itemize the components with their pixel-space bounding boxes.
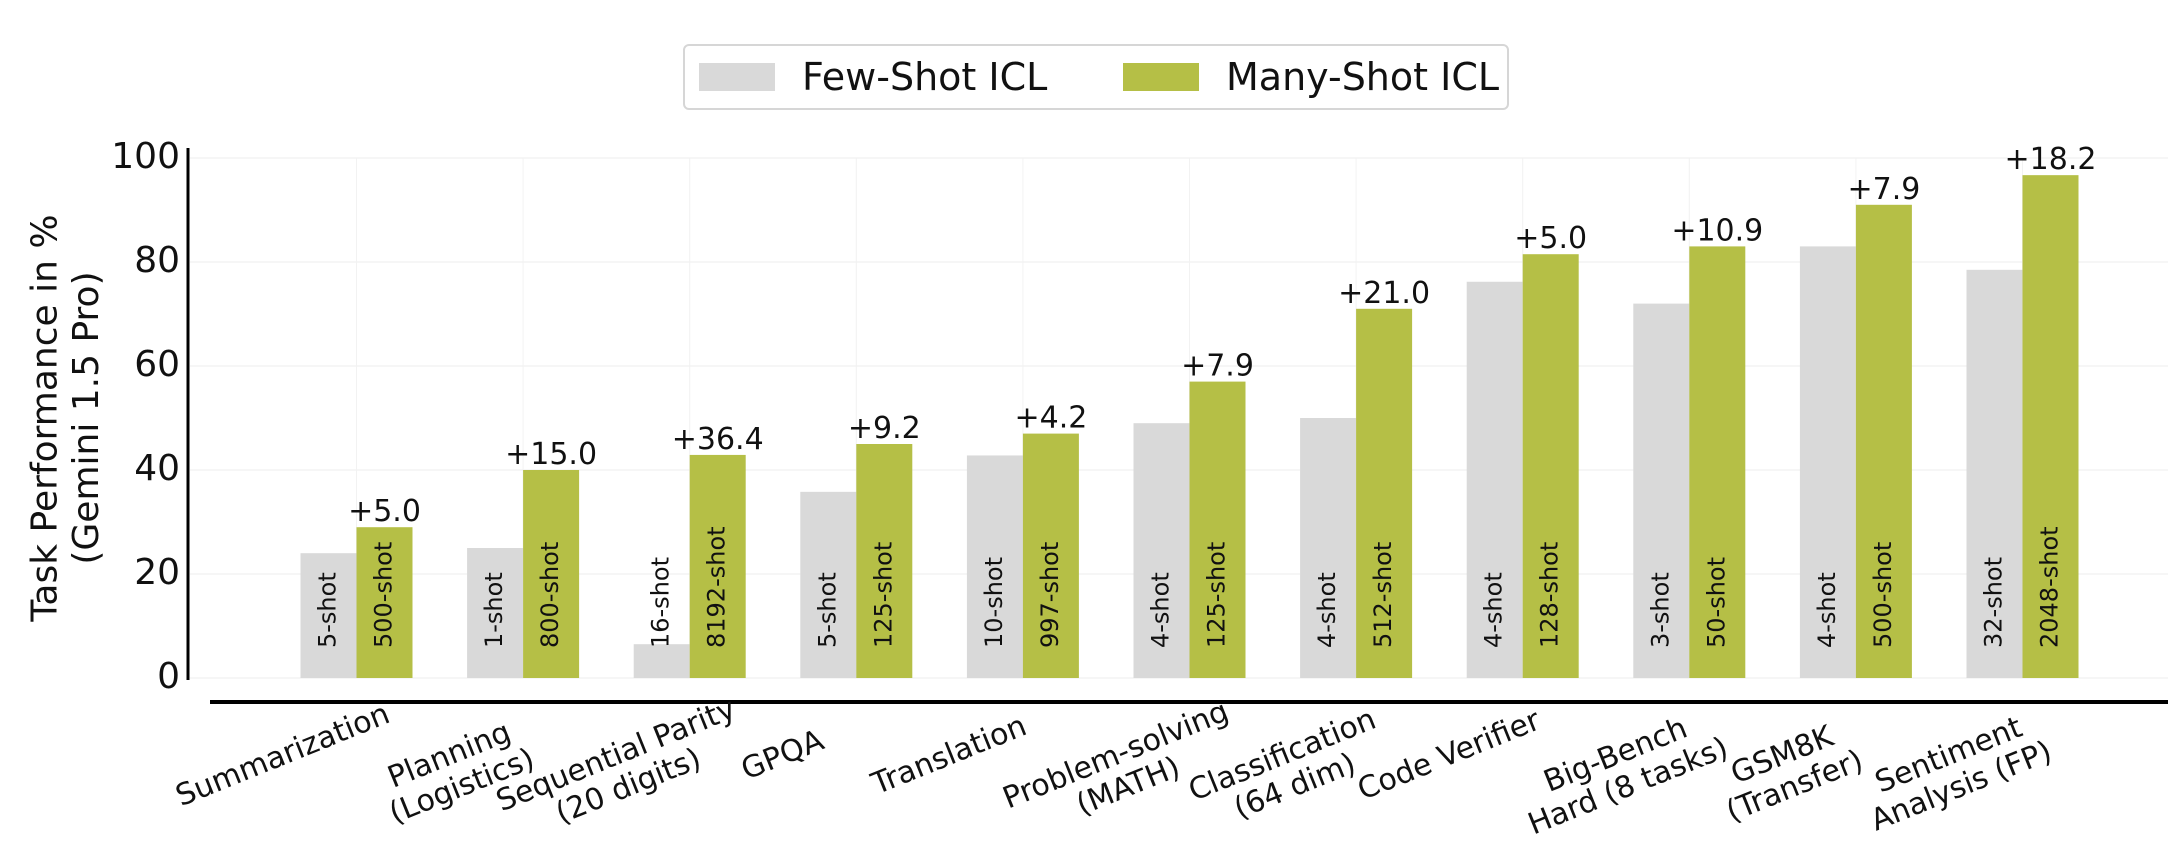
bar-many-shot (356, 527, 413, 678)
bar-group: 5-shot 500-shot +5.0 1-shot 800-shot +15.0 16-… (300, 142, 2097, 679)
legend-label-few-shot: Few-Shot ICL (802, 55, 1048, 99)
shot-label: 4-shot (1480, 572, 1508, 648)
shot-label: 800-shot (536, 542, 564, 648)
shot-label: 4-shot (1813, 572, 1841, 648)
x-tick-label: SentimentAnalysis (FP) (1853, 703, 2057, 838)
x-tick-label: Code Verifier (1353, 702, 1546, 807)
shot-label: 3-shot (1646, 572, 1674, 648)
bar-many-shot (1522, 254, 1579, 678)
shot-label: 16-shot (647, 557, 675, 648)
shot-label: 997-shot (1036, 542, 1064, 648)
shot-label: 50-shot (1702, 557, 1730, 648)
shot-label: 4-shot (1147, 572, 1175, 648)
delta-annotation: +18.2 (2005, 142, 2097, 177)
shot-label: 125-shot (869, 542, 897, 648)
y-axis-title: Task Performance in %(Gemini 1.5 Pro) (24, 214, 106, 622)
bar-many-shot (856, 444, 913, 678)
delta-annotation: +21.0 (1338, 276, 1430, 311)
shot-label: 4-shot (1313, 572, 1341, 648)
shot-label: 32-shot (1980, 557, 2008, 648)
shot-label: 128-shot (1536, 542, 1564, 648)
delta-annotation: +9.2 (848, 411, 921, 446)
bar-many-shot (1356, 308, 1413, 678)
shot-label: 1-shot (480, 572, 508, 648)
shot-label: 500-shot (1869, 542, 1897, 648)
bar-few-shot (300, 553, 357, 678)
y-tick-label: 100 (111, 136, 180, 177)
shot-label: 512-shot (1369, 542, 1397, 648)
delta-annotation: +36.4 (672, 422, 764, 457)
bar-many-shot (1189, 381, 1246, 678)
delta-annotation: +10.9 (1671, 213, 1763, 248)
legend-item-many-shot: Many-Shot ICL (1123, 46, 1499, 108)
bar-few-shot (966, 455, 1023, 678)
shot-label: 2048-shot (2036, 526, 2064, 648)
legend: Few-Shot ICL Many-Shot ICL (683, 44, 1509, 110)
y-tick-label: 20 (134, 552, 180, 593)
delta-annotation: +7.9 (1181, 349, 1254, 384)
bar-few-shot (1633, 303, 1690, 678)
bar-few-shot (633, 644, 690, 678)
x-tick-label: Big-BenchHard (8 tasks) (1511, 699, 1733, 842)
bar-many-shot (2022, 175, 2079, 678)
bar-many-shot (1855, 204, 1912, 679)
legend-swatch-many-shot (1123, 63, 1199, 91)
x-tick-label: GSM8K(Transfer) (1709, 712, 1868, 830)
shot-label: 500-shot (370, 542, 398, 648)
y-tick-labels: 0 20 40 60 80 100 (111, 136, 180, 697)
legend-item-few-shot: Few-Shot ICL (699, 46, 1047, 108)
bar-few-shot (1799, 246, 1856, 678)
bar-few-shot (467, 548, 524, 678)
bar-few-shot (1133, 423, 1190, 678)
shot-label: 5-shot (314, 572, 342, 648)
legend-label-many-shot: Many-Shot ICL (1226, 55, 1500, 99)
y-tick-label: 0 (157, 656, 180, 697)
bar-many-shot (689, 454, 746, 678)
bar-few-shot (1966, 269, 2023, 678)
bar-many-shot (1689, 246, 1746, 678)
y-tick-label: 40 (134, 448, 180, 489)
shot-label: 8192-shot (703, 526, 731, 648)
y-tick-label: 80 (134, 240, 180, 281)
delta-annotation: +7.9 (1847, 172, 1920, 207)
bar-many-shot (523, 470, 580, 678)
y-tick-label: 60 (134, 344, 180, 385)
bar-few-shot (800, 491, 857, 678)
x-tick-label: Sequential Parity(20 digits) (491, 691, 753, 850)
y-axis-label: Task Performance in %(Gemini 1.5 Pro) (24, 214, 106, 622)
x-tick-labels: SummarizationPlanning(Logistics)Sequenti… (171, 691, 2057, 850)
axes (186, 148, 2168, 704)
x-tick-label: Summarization (171, 696, 395, 814)
delta-annotation: +4.2 (1014, 401, 1087, 436)
shot-label: 10-shot (980, 557, 1008, 648)
bar-few-shot (1466, 281, 1523, 678)
shot-label: 5-shot (813, 572, 841, 648)
delta-annotation: +15.0 (505, 437, 597, 472)
shot-label: 125-shot (1203, 542, 1231, 648)
delta-annotation: +5.0 (348, 494, 421, 529)
x-tick-label: GPQA (736, 723, 829, 788)
bar-many-shot (1022, 433, 1079, 678)
legend-swatch-few-shot (699, 63, 775, 91)
delta-annotation: +5.0 (1514, 221, 1587, 256)
bar-few-shot (1300, 418, 1357, 678)
